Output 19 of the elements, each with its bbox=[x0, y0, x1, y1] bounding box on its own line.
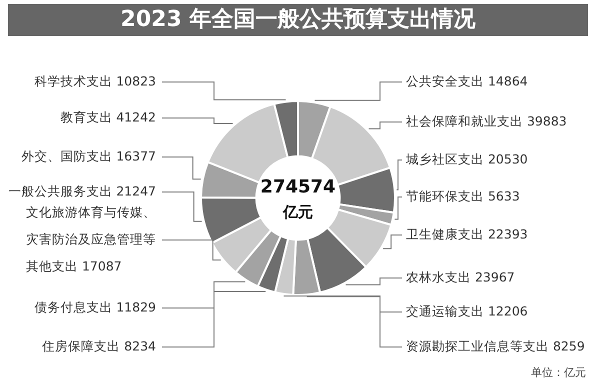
chart-title: 2023 年全国一般公共预算支出情况 bbox=[8, 4, 588, 36]
text: 274574 bbox=[260, 176, 336, 198]
slice-label: 节能环保支出 5633 bbox=[406, 188, 520, 204]
slice-label: 城乡社区支出 20530 bbox=[405, 151, 528, 166]
slice-label: 卫生健康支出 22393 bbox=[406, 226, 528, 242]
text: 亿元 bbox=[282, 202, 313, 221]
slice-label: 住房保障支出 8234 bbox=[41, 338, 156, 354]
slice-label: 社会保障和就业支出 39883 bbox=[406, 113, 567, 128]
slice-label: 交通运输支出 12206 bbox=[406, 303, 528, 318]
text: 单位：亿元 bbox=[531, 366, 586, 379]
slice-label: 教育支出 41242 bbox=[60, 109, 156, 124]
slice-label: 一般公共服务支出 21247 bbox=[8, 183, 156, 198]
slice-label: 农林水支出 23967 bbox=[406, 269, 515, 284]
slice-label: 外交、国防支出 16377 bbox=[21, 148, 156, 164]
slice-label: 文化旅游体育与传媒、灾害防治及应急管理等其他支出 17087 bbox=[26, 204, 156, 274]
slice-label: 科学技术支出 10823 bbox=[34, 73, 156, 88]
slice-label: 公共安全支出 14864 bbox=[406, 73, 528, 88]
slice-label: 债务付息支出 11829 bbox=[34, 299, 156, 314]
slice-label: 资源勘探工业信息等支出 8259 bbox=[406, 338, 585, 354]
